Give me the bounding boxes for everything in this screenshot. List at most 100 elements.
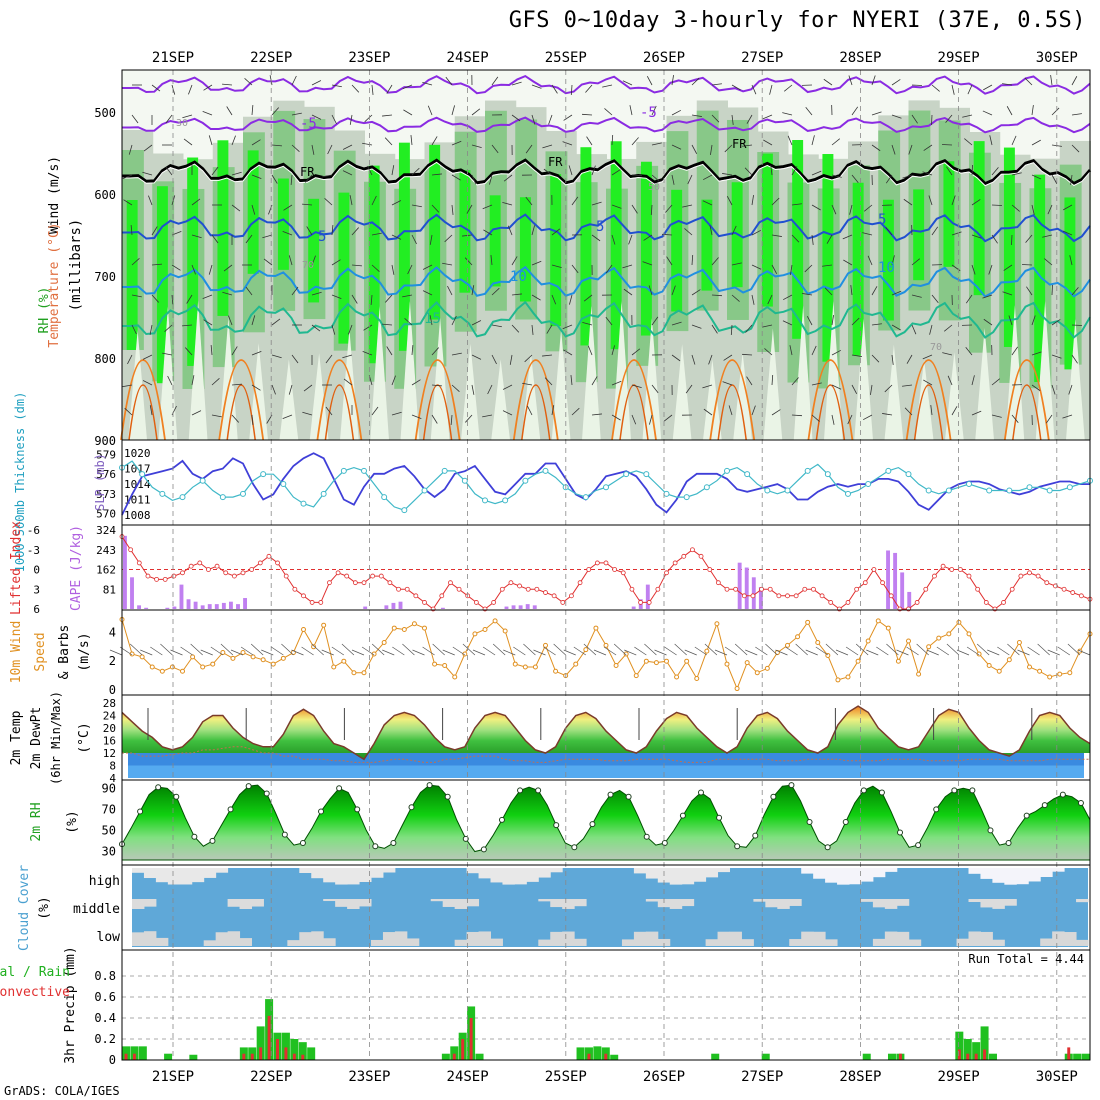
li-point (767, 586, 773, 592)
wind-barb (791, 414, 803, 417)
day-label-bottom: 26SEP (643, 1069, 685, 1085)
cloud-cell-low (311, 931, 324, 946)
rh-point (842, 818, 849, 825)
surface-wind-barb (513, 646, 526, 656)
surface-wind-barb (674, 643, 687, 656)
temp-tick-label: 16 (103, 735, 116, 748)
wind-speed-point (845, 674, 851, 680)
wind-barb (462, 234, 473, 237)
cloud-cell-high (980, 868, 993, 879)
wind-barb (231, 204, 241, 212)
cape-bar (518, 605, 523, 609)
wind-barb (1045, 414, 1053, 424)
thickness-point (361, 467, 367, 474)
thickness-point (663, 490, 670, 497)
surface-wind-barb (704, 643, 718, 656)
thickness-point (280, 481, 287, 487)
wind-barb (611, 169, 621, 176)
surface-wind-barb (1067, 643, 1081, 656)
wind-barb (763, 139, 773, 146)
wind-barb (831, 138, 841, 146)
wind-barb (791, 203, 802, 206)
cloud-cell-high (705, 868, 719, 878)
li-point (1018, 573, 1024, 579)
wind-barb (422, 82, 433, 86)
wind-barb (930, 405, 933, 416)
wind-barb (502, 410, 513, 416)
rh-point (752, 832, 759, 839)
li-point (378, 573, 384, 579)
precip-total-bar (130, 1046, 139, 1060)
cloud-cell-low (203, 940, 217, 946)
cape-bar (236, 604, 240, 609)
wind-barb (965, 294, 973, 304)
cloud-cell-low (490, 938, 503, 946)
thickness-tick-label: 573 (96, 488, 116, 501)
cloud-cell-high (502, 868, 515, 885)
wind-barb (491, 324, 502, 328)
rh-point (137, 808, 144, 815)
wind-barb (751, 294, 755, 305)
li-point (871, 567, 877, 572)
cape-bar (221, 602, 226, 609)
wind-barb (411, 204, 422, 208)
surface-wind-barb (281, 643, 294, 656)
wind-barb (871, 144, 881, 152)
rh-tick-label: 70 (102, 802, 116, 816)
wind-barb (908, 144, 913, 155)
panel-frame (121, 439, 1091, 526)
wind-speed-point (553, 668, 559, 674)
cloud-row-label: high (89, 874, 120, 889)
rh-band (368, 165, 380, 364)
wind-barb (271, 318, 281, 326)
thickness-point (885, 467, 892, 474)
wind-barb (622, 80, 633, 86)
wind-speed-point (260, 657, 266, 663)
wind-barb (527, 405, 533, 416)
cloud-cell-low (717, 931, 730, 946)
wind-barb (583, 294, 593, 302)
cape-bar (137, 605, 142, 609)
wind-speed-point (250, 654, 256, 660)
wind-barb (511, 81, 522, 86)
wind-barb (811, 382, 822, 386)
temp-contour-20 (905, 359, 952, 441)
rh-point (788, 782, 795, 789)
wind-barb (431, 173, 442, 176)
wind-barb (787, 135, 793, 146)
wind-barb (288, 255, 293, 266)
wind-tick-label: 4 (109, 625, 116, 639)
wind-barb (902, 174, 913, 179)
temp-contour-20 (218, 359, 265, 441)
rh-point (734, 843, 741, 850)
wind-barb (703, 408, 713, 416)
wind-barb (671, 321, 682, 326)
wind-barb (1071, 76, 1078, 86)
li-point (231, 573, 237, 579)
surface-wind-barb (936, 646, 950, 656)
rh-point (390, 840, 397, 847)
wind-barb (191, 410, 202, 416)
li-point (1078, 593, 1084, 599)
surface-wind-barb (805, 649, 818, 656)
cloud-cell-high (538, 868, 551, 878)
thickness-point (824, 471, 831, 478)
wind-barb (1011, 204, 1020, 212)
thickness-point (582, 494, 589, 501)
wind-barb (311, 255, 316, 266)
wind-barb (971, 234, 982, 239)
wind-barb (945, 114, 953, 123)
li-point (318, 600, 324, 605)
wind-barb (591, 413, 602, 416)
surface-wind-barb (392, 646, 405, 656)
cloud-cell-mid (992, 899, 1005, 909)
li-point (154, 576, 159, 582)
wind-barb (745, 324, 753, 333)
cape-bar (165, 607, 170, 609)
surface-wind-barb (150, 646, 163, 656)
wind-barb (331, 225, 334, 236)
li-point (923, 586, 929, 592)
wind-speed-point (795, 634, 801, 640)
cape-bar (193, 601, 198, 609)
cloud-cell-high (155, 868, 169, 883)
